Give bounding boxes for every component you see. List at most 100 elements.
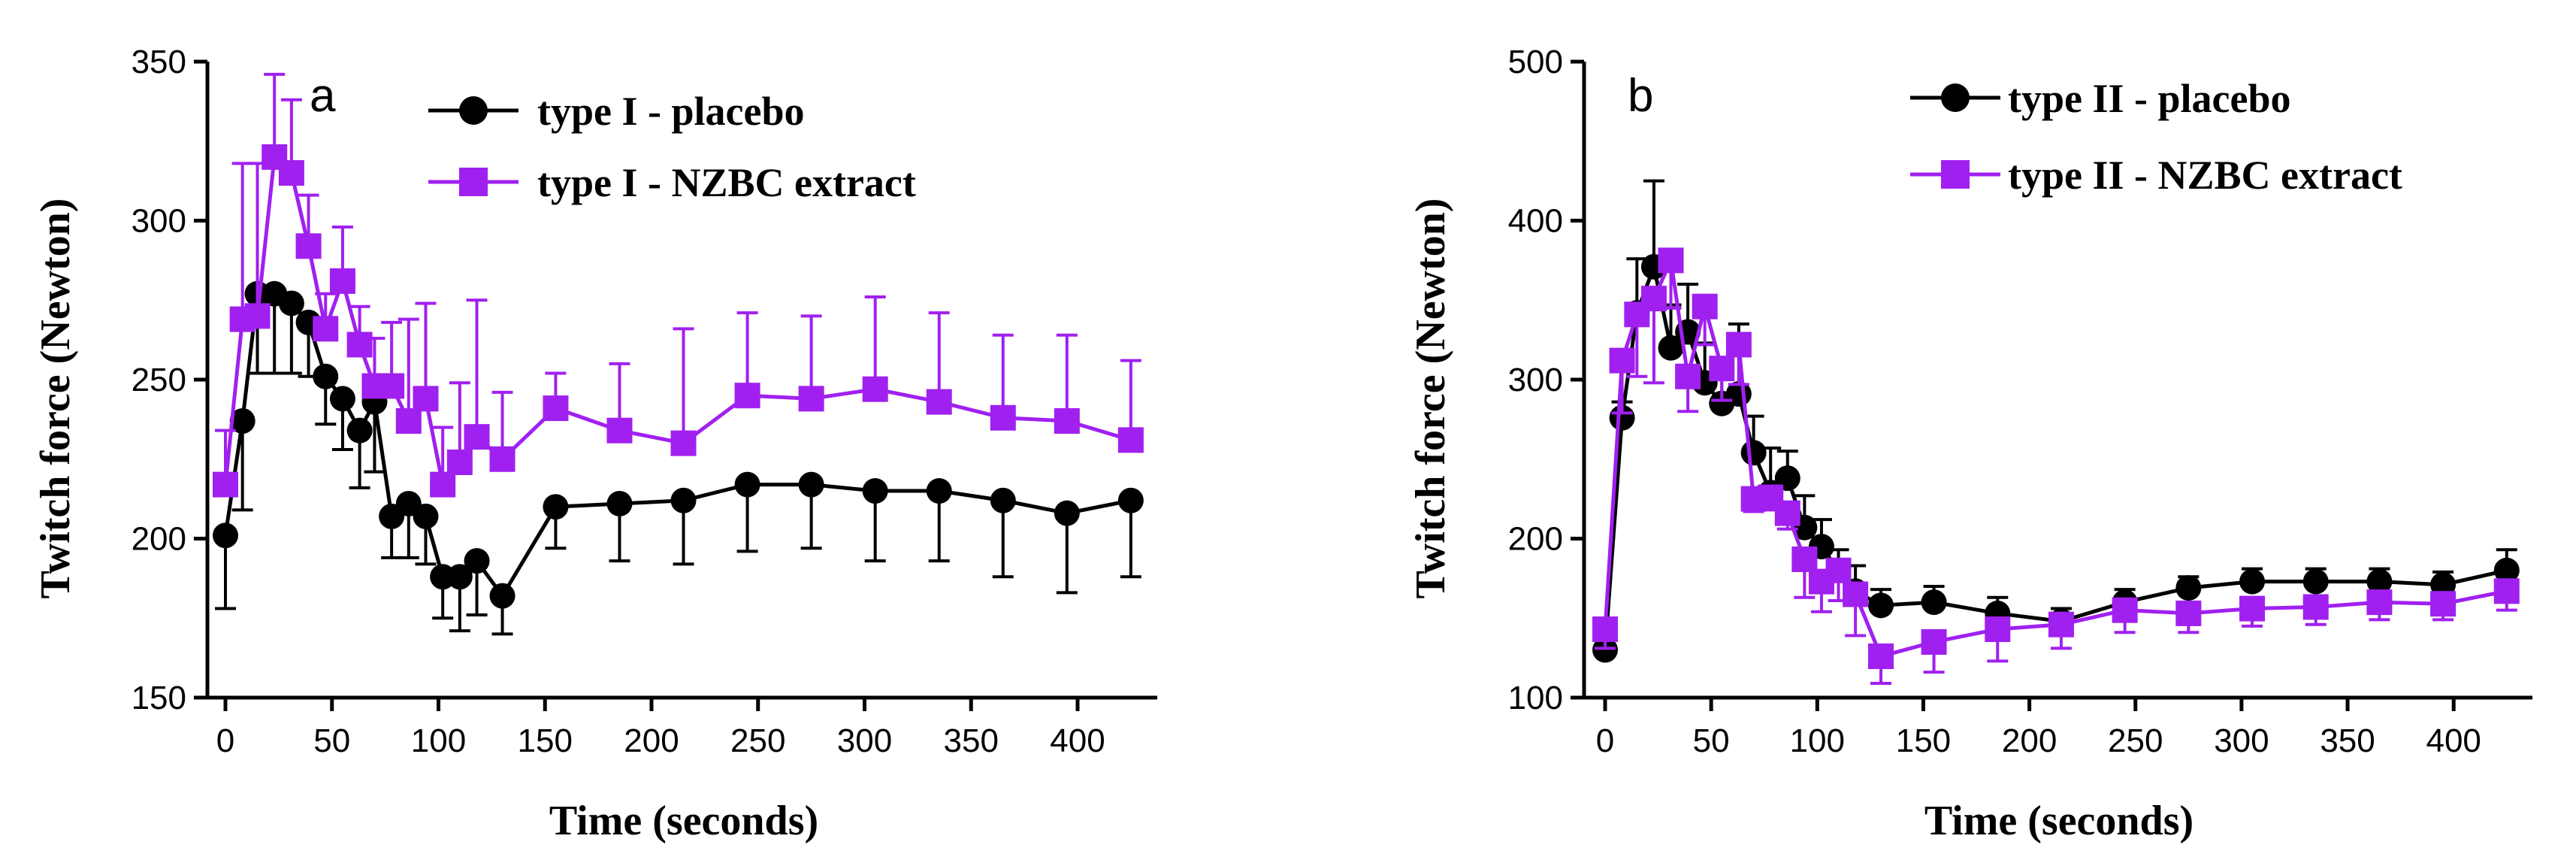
panel-a-x-tick-label: 0: [216, 722, 234, 759]
data-point: [1609, 404, 1635, 431]
panel-b-y-axis-title: Twitch force (Newton): [1407, 198, 1454, 599]
data-point: [2239, 595, 2266, 622]
data-point: [413, 386, 439, 412]
data-point: [734, 471, 760, 498]
legend-item-type-ii-placebo: type II - placebo: [1910, 76, 2291, 121]
data-point: [862, 478, 888, 504]
data-point: [1609, 347, 1635, 374]
data-point: [1054, 407, 1080, 434]
data-point: [329, 386, 355, 412]
data-point: [670, 487, 697, 513]
panel-b-y-tick-label: 400: [1508, 203, 1563, 240]
panel-a-letter: a: [310, 70, 336, 122]
panel-a-x-tick-label: 300: [837, 722, 892, 759]
panel-a-x-tick-label: 100: [411, 722, 466, 759]
data-point: [1709, 356, 1735, 382]
data-point: [329, 268, 355, 294]
data-point: [926, 478, 952, 504]
panel-a-x-tick-label: 50: [313, 722, 350, 759]
panel-b-x-tick-label: 250: [2108, 722, 2163, 759]
panel-a-y-tick-label: 150: [132, 680, 186, 716]
legend-label-type-ii-placebo: type II - placebo: [2008, 76, 2291, 121]
panel-a-y-tick-label: 250: [132, 362, 186, 398]
panel-b-x-tick-label: 50: [1693, 722, 1730, 759]
data-point: [446, 449, 473, 475]
panel-b-y-tick-label: 200: [1508, 521, 1563, 558]
data-point: [244, 303, 271, 329]
panel-b-x-tick-label: 150: [1896, 722, 1951, 759]
data-point: [1054, 500, 1080, 526]
data-point: [798, 471, 824, 498]
data-point: [2175, 600, 2202, 626]
data-point: [1825, 557, 1852, 583]
data-point: [1658, 335, 1684, 361]
data-point: [489, 583, 516, 609]
panel-b-x-tick-label: 0: [1596, 722, 1614, 759]
data-point: [278, 290, 304, 316]
panel-a-x-tick-label: 150: [518, 722, 573, 759]
panel-a-series-0: [213, 280, 1144, 636]
legend-item-type-i-placebo: type I - placebo: [428, 89, 804, 134]
data-point: [926, 389, 952, 415]
legend-label-type-ii-nzbc-extract: type II - NZBC extract: [2008, 153, 2402, 198]
data-point: [1791, 546, 1818, 572]
data-point: [1675, 363, 1701, 389]
panel-a-y-axis-title: Twitch force (Newton): [32, 198, 79, 599]
panel-a-series-1: [213, 72, 1144, 498]
panel-b-x-tick-label: 300: [2214, 722, 2269, 759]
panel-b-x-tick-label: 400: [2426, 722, 2481, 759]
panel-b: b Twitch force (Newton) Time (seconds) t…: [1407, 44, 2532, 844]
panel-a-x-tick-label: 400: [1050, 722, 1105, 759]
data-point: [2366, 568, 2393, 595]
data-point: [2239, 568, 2266, 595]
panel-a-x-tick-label: 350: [944, 722, 999, 759]
data-point: [543, 395, 569, 422]
legend-item-type-i-nzbc-extract: type I - NZBC extract: [428, 160, 916, 205]
data-point: [1592, 616, 1618, 643]
data-point: [606, 417, 633, 444]
panel-a: a Twitch force (Newton) Time (seconds) t…: [32, 44, 1157, 844]
data-point: [413, 503, 439, 529]
panel-b-y-tick-label: 500: [1508, 44, 1563, 80]
data-point: [862, 376, 888, 402]
data-point: [464, 548, 490, 574]
panel-a-y-tick-label: 200: [132, 521, 186, 558]
data-point: [430, 471, 456, 498]
panel-a-y-tick-label: 350: [132, 44, 186, 80]
data-point: [2430, 591, 2457, 617]
data-point: [278, 160, 304, 186]
panel-b-y-tick-label: 300: [1508, 362, 1563, 398]
data-point: [2366, 589, 2393, 616]
data-point: [990, 404, 1016, 431]
data-point: [670, 430, 697, 456]
data-point: [2112, 597, 2138, 623]
data-point: [295, 233, 322, 259]
data-point: [1774, 500, 1800, 526]
data-point: [346, 332, 373, 358]
data-point: [379, 373, 405, 399]
data-point: [1640, 286, 1667, 312]
data-point: [2493, 557, 2520, 583]
data-point: [395, 407, 422, 434]
data-point: [346, 417, 373, 444]
legend-label-type-i-nzbc-extract: type I - NZBC extract: [537, 160, 916, 205]
panel-a-x-axis-title: Time (seconds): [549, 798, 818, 844]
panel-a-y-tick-label: 300: [132, 203, 186, 240]
data-point: [1921, 589, 1947, 616]
legend-label-type-i-placebo: type I - placebo: [537, 89, 804, 134]
panel-b-series-1: [1592, 247, 2520, 685]
data-point: [2302, 568, 2329, 595]
legend-item-type-ii-nzbc-extract: type II - NZBC extract: [1910, 153, 2402, 198]
data-point: [2048, 611, 2074, 637]
panel-a-x-tick-label: 250: [730, 722, 785, 759]
data-point: [1117, 427, 1144, 453]
data-point: [213, 471, 238, 498]
data-point: [2175, 575, 2202, 601]
data-point: [446, 564, 473, 590]
data-point: [1985, 616, 2011, 643]
data-point: [2302, 594, 2329, 620]
panel-a-legend: type I - placebo type I - NZBC extract: [428, 89, 916, 205]
data-point: [213, 522, 238, 549]
panel-b-y-tick-label: 100: [1508, 680, 1563, 716]
data-point: [229, 407, 255, 434]
